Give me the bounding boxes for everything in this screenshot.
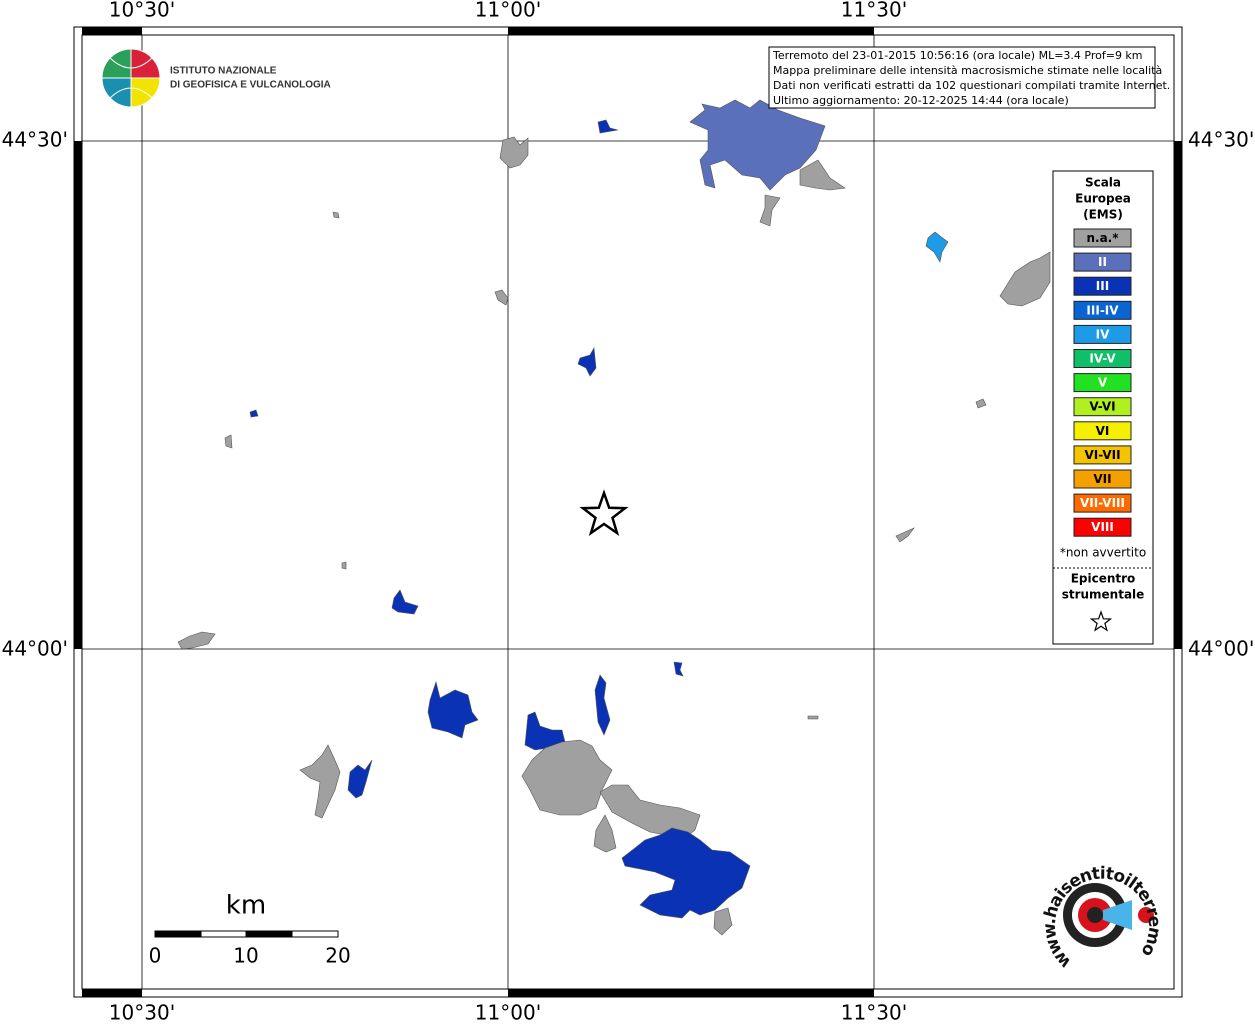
legend-title: Scala (1085, 176, 1121, 190)
lon-label: 11°30' (841, 0, 907, 22)
legend-items: n.a.*IIIIIIII-IVIVIV-VVV-VIVIVI-VIIVIIVI… (1073, 228, 1132, 537)
locality-area (524, 711, 566, 751)
locality-area (999, 251, 1051, 307)
locality-area (521, 739, 613, 816)
locality-area (427, 680, 479, 739)
legend-label: VII-VIII (1080, 496, 1125, 510)
lat-label: 44°30' (2, 128, 68, 152)
legend-title: (EMS) (1083, 208, 1123, 222)
legend-label: VII (1093, 472, 1111, 486)
graticule (82, 35, 1174, 989)
info-line: Dati non verificati estratti da 102 ques… (773, 79, 1170, 92)
locality-area (299, 744, 341, 819)
legend-epicenter: strumentale (1062, 588, 1145, 602)
legend-swatch (1073, 397, 1132, 417)
scale-tick: 20 (325, 944, 350, 968)
legend-title: Europea (1075, 192, 1131, 206)
locality-area (925, 231, 949, 263)
legend-label: III-IV (1086, 303, 1119, 317)
legend-swatch (1073, 469, 1132, 489)
locality-area (975, 398, 987, 409)
legend-label: VI (1096, 424, 1110, 438)
info-line: Terremoto del 23-01-2015 10:56:16 (ora l… (772, 49, 1143, 62)
legend-swatch (1073, 493, 1132, 513)
lat-label: 44°00' (1188, 637, 1254, 661)
locality-area (391, 589, 419, 615)
info-box (768, 46, 1156, 109)
locality-area (499, 136, 529, 169)
legend-swatch (1073, 228, 1132, 248)
legend-label: V (1098, 376, 1108, 390)
locality-area (673, 661, 684, 677)
locality-area (177, 631, 216, 650)
site-logo (1063, 883, 1154, 947)
scale-tick: 0 (149, 944, 162, 968)
locality-area (597, 119, 619, 134)
locality-area (799, 159, 846, 191)
locality-area (689, 99, 826, 191)
locality-area (249, 409, 259, 418)
legend-swatch (1073, 421, 1132, 441)
locality-area (807, 715, 819, 720)
legend-swatch (1073, 517, 1132, 537)
legend-swatch (1073, 276, 1132, 296)
locality-area (621, 827, 751, 919)
locality-area (494, 289, 509, 306)
legend-swatch (1073, 300, 1132, 320)
lon-label: 10°30' (109, 1001, 175, 1024)
scale-tick: 10 (233, 944, 258, 968)
lon-label: 10°30' (109, 0, 175, 22)
legend-label: n.a.* (1086, 231, 1119, 245)
legend-note: *non avvertito (1060, 546, 1146, 560)
locality-area (599, 784, 701, 839)
legend-label: VIII (1091, 520, 1114, 534)
locality-area (593, 814, 617, 853)
legend-swatch (1073, 324, 1132, 344)
lon-label: 11°00' (475, 0, 541, 22)
logo-line: ISTITUTO NAZIONALE (170, 66, 277, 77)
legend-label: VI-VII (1084, 448, 1120, 462)
locality-area (347, 759, 373, 799)
legend-label: II (1098, 255, 1107, 269)
locality-area (594, 674, 611, 736)
locality-area (224, 434, 233, 449)
lon-label: 11°00' (475, 1001, 541, 1024)
legend-label: IV (1096, 327, 1110, 341)
lon-label: 11°30' (841, 1001, 907, 1024)
locality-area (332, 211, 340, 219)
localities (177, 99, 1051, 936)
legend-swatch (1073, 252, 1132, 272)
locality-area (759, 194, 781, 227)
scale-unit: km (226, 891, 266, 921)
legend-star (1089, 610, 1113, 632)
lat-label: 44°00' (2, 637, 68, 661)
ingv-logo (101, 48, 161, 108)
locality-area (341, 561, 347, 570)
lat-label: 44°30' (1188, 128, 1254, 152)
legend-swatch (1073, 373, 1132, 393)
scale-bar (154, 930, 339, 938)
locality-area (713, 907, 733, 936)
epicenter (579, 489, 629, 537)
frame-ticks (74, 27, 1182, 997)
locality-area (895, 527, 915, 543)
legend-epicenter: Epicentro (1071, 572, 1136, 586)
logo-line: DI GEOFISICA E VULCANOLOGIA (170, 80, 331, 91)
legend-swatch (1073, 445, 1132, 465)
info-line: Mappa preliminare delle intensità macros… (773, 64, 1162, 77)
legend-label: III (1096, 279, 1109, 293)
locality-area (577, 347, 597, 377)
legend-label: IV-V (1089, 352, 1116, 366)
info-line: Ultimo aggiornamento: 20-12-2025 14:44 (… (773, 94, 1069, 107)
legend-swatch (1073, 349, 1132, 368)
legend-label: V-VI (1089, 400, 1115, 414)
